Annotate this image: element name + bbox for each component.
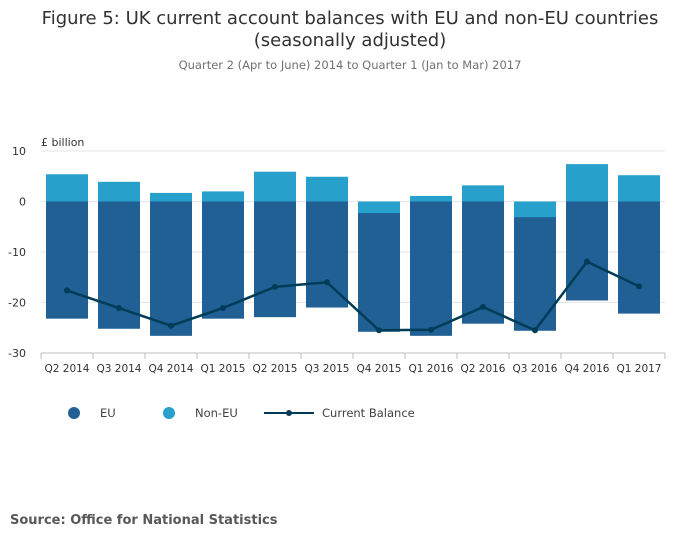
bar-non-eu-7	[410, 195, 452, 202]
legend-swatch-non-eu	[163, 407, 175, 419]
x-tick-label-6: Q4 2015	[356, 363, 401, 375]
bar-eu-2	[150, 201, 192, 336]
point-current-balance-6	[376, 327, 382, 334]
point-current-balance-3	[220, 305, 226, 312]
x-tick-label-9: Q3 2016	[512, 363, 557, 375]
x-tick-label-11: Q1 2017	[616, 363, 661, 375]
bar-eu-10	[566, 201, 608, 301]
bar-non-eu-8	[462, 185, 504, 202]
x-tick-label-7: Q1 2016	[408, 363, 453, 375]
bar-non-eu-11	[618, 175, 660, 202]
bar-eu-11	[618, 201, 660, 314]
bar-non-eu-6	[358, 201, 400, 214]
x-tick-label-0: Q2 2014	[44, 363, 89, 375]
x-tick-label-3: Q1 2015	[200, 363, 245, 375]
x-tick-label-10: Q4 2016	[564, 363, 609, 375]
bar-non-eu-9	[514, 201, 556, 218]
x-tick-label-4: Q2 2015	[252, 363, 297, 375]
point-current-balance-7	[428, 326, 434, 333]
bar-eu-5	[306, 201, 348, 308]
y-tick-label-10: 10	[12, 145, 26, 158]
bar-non-eu-10	[566, 164, 608, 202]
point-current-balance-10	[584, 258, 590, 265]
legend-item-eu: EU	[68, 406, 116, 420]
line-current-balance	[66, 260, 640, 332]
point-current-balance-1	[116, 305, 122, 312]
bar-non-eu-4	[254, 171, 296, 202]
legend-label-current-balance: Current Balance	[322, 406, 415, 420]
legend-label-non-eu: Non-EU	[195, 406, 238, 420]
point-current-balance-9	[532, 327, 538, 334]
legend-item-current-balance: Current Balance	[264, 406, 415, 420]
legend: EU Non-EU Current Balance	[0, 406, 700, 428]
chart-subtitle: Quarter 2 (Apr to June) 2014 to Quarter …	[178, 58, 522, 72]
x-tick-label-8: Q2 2016	[460, 363, 505, 375]
point-current-balance-0	[64, 287, 70, 294]
y-tick-label--10: -10	[8, 246, 26, 259]
chart-title: Figure 5: UK current account balances wi…	[41, 8, 659, 51]
y-tick-label--20: -20	[8, 297, 26, 310]
bar-eu-8	[462, 201, 504, 324]
source-note: Source: Office for National Statistics	[10, 513, 278, 528]
bar-non-eu-1	[98, 181, 140, 202]
x-tick-label-5: Q3 2015	[304, 363, 349, 375]
bar-eu-9	[514, 201, 556, 331]
bar-non-eu-3	[202, 191, 244, 202]
x-tick-label-1: Q3 2014	[96, 363, 141, 375]
y-tick-label--30: -30	[8, 347, 26, 360]
point-current-balance-8	[480, 304, 486, 311]
bar-eu-4	[254, 201, 296, 318]
legend-swatch-eu	[68, 407, 80, 419]
bar-non-eu-0	[46, 174, 88, 202]
y-axis-label: £ billion	[41, 136, 85, 149]
point-current-balance-5	[324, 279, 330, 286]
bar-non-eu-2	[150, 192, 192, 202]
point-current-balance-4	[272, 283, 278, 290]
bar-eu-3	[202, 201, 244, 319]
y-tick-label-0: 0	[19, 196, 26, 209]
bar-eu-0	[46, 201, 88, 319]
legend-item-non-eu: Non-EU	[163, 406, 238, 420]
legend-swatch-current-balance	[264, 410, 314, 416]
bar-eu-6	[358, 201, 400, 332]
x-tick-label-2: Q4 2014	[148, 363, 193, 375]
point-current-balance-11	[636, 283, 642, 290]
legend-label-eu: EU	[100, 406, 116, 420]
chart-plot: 10 0 -10 -20 -30 Q2 2014 Q3 2014 Q4 2014 Q1 2015…	[8, 145, 666, 375]
bar-non-eu-5	[306, 176, 348, 202]
bar-eu-7	[410, 201, 452, 336]
point-current-balance-2	[168, 322, 174, 329]
